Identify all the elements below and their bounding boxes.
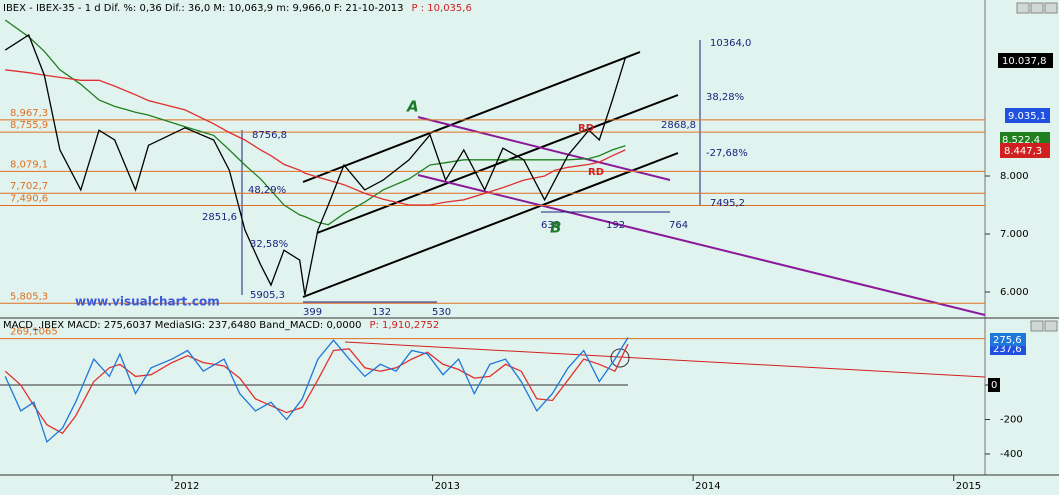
zero-label-box	[988, 378, 1000, 392]
channel-line	[302, 51, 641, 183]
rd-label: RD	[588, 167, 604, 178]
annotation: 5905,3	[250, 290, 285, 301]
last-label: 237,6	[993, 344, 1022, 355]
annotation: 32,58%	[250, 239, 288, 250]
level-label: 8,967,3	[10, 108, 48, 119]
last-label-box	[998, 53, 1053, 68]
series-line	[4, 19, 626, 226]
trend-line	[417, 174, 986, 316]
y-tick-label: 0	[991, 380, 997, 391]
y-tick-label: 8.000	[1000, 171, 1029, 182]
annotation: 399	[303, 307, 322, 318]
annotation: 638	[541, 220, 560, 231]
last-label-box	[1005, 108, 1050, 123]
x-tick-label: 2015	[956, 481, 981, 492]
series-line	[4, 337, 629, 444]
window-buttons	[1016, 2, 1058, 332]
trend-line	[417, 116, 671, 181]
last-label: 275,6	[993, 335, 1022, 346]
button[interactable]	[1030, 320, 1044, 332]
level-label: 7,702,7	[10, 181, 48, 192]
last-label: 8.447,3	[1004, 146, 1042, 157]
y-tick-label: -200	[1000, 414, 1023, 425]
annotation: 132	[372, 307, 391, 318]
chart-title: IBEX - IBEX-35 - 1 d Dif. %: 0,36 Dif.: …	[3, 3, 404, 14]
button[interactable]	[1030, 2, 1044, 14]
series-layer: 8,967,38,755,9 8,079,1 7,702,7 7,490,6 5,805…	[0, 19, 1029, 492]
annotation: 2868,8	[661, 120, 696, 131]
title-price: P: 1,910,2752	[369, 320, 439, 331]
annotation: 48,29%	[248, 185, 286, 196]
channel-line	[302, 152, 679, 298]
chart-title: MACD_.IBEX MACD: 275,6037 MediaSIG: 237,…	[3, 320, 361, 331]
series-line	[5, 69, 626, 206]
button[interactable]	[1044, 320, 1058, 332]
series-line	[4, 34, 627, 296]
annotation: 530	[432, 307, 451, 318]
button[interactable]	[1044, 2, 1058, 14]
annotations: 8756,8 48,29% 2851,6 32,58% 5905,3 399 1…	[75, 38, 751, 318]
level-label: 269,1065	[10, 327, 58, 338]
last-label: 8.522,4	[1002, 135, 1040, 146]
annotation: -27,68%	[706, 148, 748, 159]
channel-line	[316, 94, 679, 234]
annotation: 38,28%	[706, 92, 744, 103]
wave-label: B	[550, 219, 561, 237]
watermark: www.visualchart.com	[75, 295, 220, 309]
last-label: 10.037,8	[1002, 56, 1047, 67]
marker-circle	[610, 348, 630, 368]
last-labels: 10.037,8 9.035,1 8.522,4 8.447,3 237,6 2…	[990, 53, 1053, 355]
wave-label: A	[406, 98, 419, 116]
annotation: 764	[669, 220, 688, 231]
level-label: 8,079,1	[10, 159, 48, 170]
last-label: 9.035,1	[1008, 111, 1046, 122]
x-tick-label: 2014	[695, 481, 720, 492]
x-tick-label: 2013	[435, 481, 460, 492]
annotation: 7495,2	[710, 198, 745, 209]
level-label: 7,490,6	[10, 194, 48, 205]
x-tick-label: 2012	[174, 481, 199, 492]
annotation: 2851,6	[202, 212, 237, 223]
annotation: 192	[606, 220, 625, 231]
button[interactable]	[1016, 2, 1030, 14]
annotation: 8756,8	[252, 130, 287, 141]
y-tick-label: 6.000	[1000, 287, 1029, 298]
title-price: P : 10,035,6	[412, 3, 472, 14]
level-label: 5,805,3	[10, 291, 48, 302]
y-tick-label: 7.000	[1000, 229, 1029, 240]
series-line	[4, 343, 629, 435]
y-tick-label: -400	[1000, 449, 1023, 460]
last-label-box	[990, 333, 1026, 346]
macd-trend-line	[344, 341, 986, 378]
rd-label: RD	[578, 123, 594, 134]
level-label: 8,755,9	[10, 120, 48, 131]
drawings	[241, 40, 986, 378]
annotation: 10364,0	[710, 38, 751, 49]
last-label-box	[1000, 143, 1050, 158]
